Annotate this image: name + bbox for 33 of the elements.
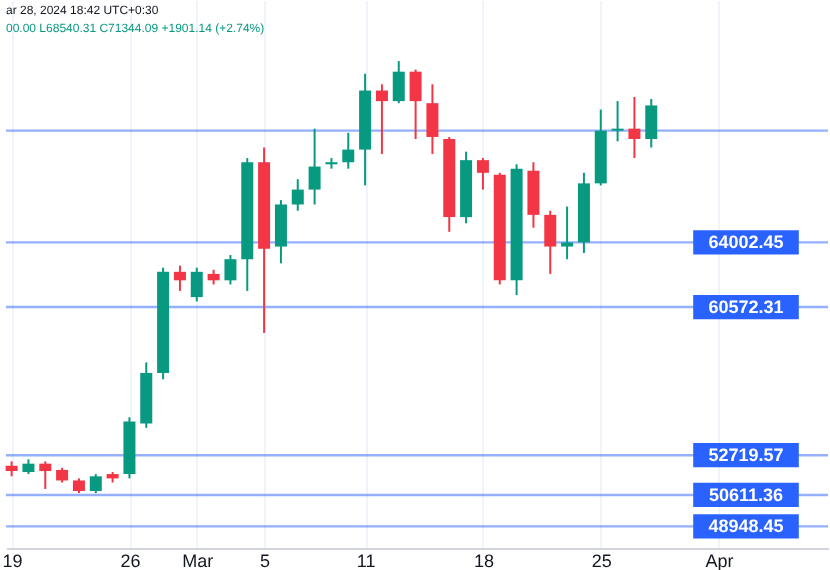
ref-line-label: 48948.45: [708, 516, 784, 537]
candlestick: [476, 157, 489, 191]
candlestick: [39, 460, 52, 490]
candlestick: [274, 199, 287, 265]
candlestick: [173, 264, 186, 292]
candlestick: [342, 131, 355, 170]
ref-line-label: 60572.31: [708, 297, 784, 318]
candlestick: [426, 83, 439, 155]
ref-line-label: 52719.57: [708, 445, 784, 466]
candlestick: [409, 68, 422, 141]
ref-line-label: 64002.45: [708, 232, 784, 253]
x-tick-label: Apr: [705, 551, 734, 570]
candlestick: [392, 60, 405, 105]
x-tick-label: 26: [120, 551, 141, 570]
candlestick: [375, 83, 388, 155]
candlestick: [544, 209, 557, 275]
candlestick: [89, 473, 102, 495]
candlestick: [527, 161, 540, 229]
x-tick-label: 5: [260, 551, 271, 570]
candlestick: [190, 266, 203, 303]
ref-line-label: 50611.36: [708, 484, 784, 505]
candlestick: [291, 178, 304, 212]
candlestick: [308, 127, 321, 206]
candlestick: [628, 95, 641, 160]
candlestick: [611, 100, 624, 143]
x-tick-label: Mar: [182, 551, 214, 570]
x-tick-label: 25: [591, 551, 612, 570]
x-tick-label: 19: [2, 551, 23, 570]
x-tick-label: 11: [356, 551, 376, 570]
candlestick: [645, 98, 658, 149]
x-tick-label: 18: [473, 551, 494, 570]
candlestick: [224, 254, 237, 286]
candlestick: [561, 205, 574, 261]
